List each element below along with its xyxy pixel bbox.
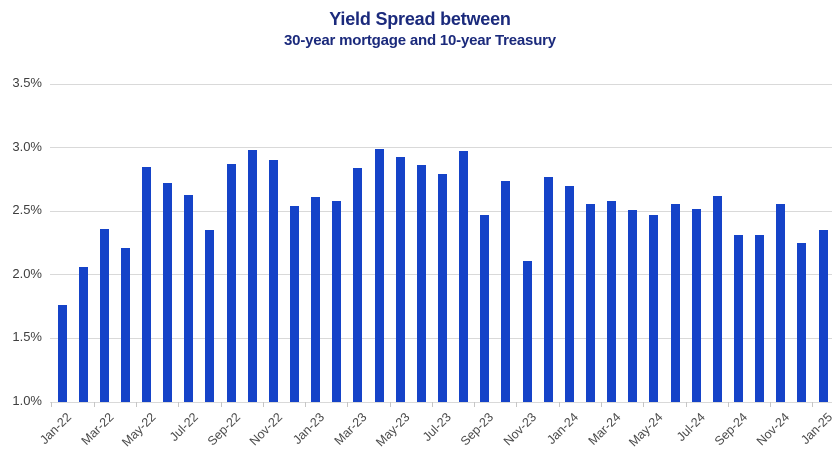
gridline bbox=[50, 83, 832, 85]
y-tick-label: 1.5% bbox=[12, 329, 42, 345]
x-tick-label: Jan-24 bbox=[544, 410, 582, 447]
x-axis-tick bbox=[601, 402, 603, 407]
x-axis-tick bbox=[135, 402, 137, 407]
gridline bbox=[50, 401, 832, 403]
bar bbox=[818, 230, 828, 402]
bar bbox=[332, 201, 342, 402]
bar bbox=[205, 230, 215, 402]
x-axis-tick bbox=[51, 402, 53, 407]
chart-title: Yield Spread between bbox=[329, 9, 511, 29]
x-tick-label: Jul-23 bbox=[420, 410, 455, 444]
x-tick-label: May-24 bbox=[626, 410, 666, 450]
x-axis-tick bbox=[685, 402, 687, 407]
bar bbox=[268, 160, 278, 402]
bar bbox=[57, 305, 67, 402]
y-tick-label: 1.0% bbox=[12, 393, 42, 408]
x-tick-label: Mar-22 bbox=[78, 410, 117, 448]
bar bbox=[649, 215, 659, 402]
x-axis-tick bbox=[727, 402, 729, 407]
x-tick-label: May-22 bbox=[119, 410, 159, 450]
x-axis-tick bbox=[262, 402, 264, 407]
bar bbox=[416, 165, 426, 402]
bar bbox=[733, 235, 743, 402]
x-tick-label: Jul-24 bbox=[674, 410, 709, 444]
plot-area: Jan-22 Mar-22 May-22 Jul-22 Sep-22 Nov-22 Jan-… bbox=[37, 83, 835, 449]
x-tick-label: Jan-23 bbox=[290, 410, 328, 447]
y-tick-label: 2.0% bbox=[12, 265, 42, 281]
bar bbox=[776, 203, 786, 402]
bar bbox=[543, 176, 553, 402]
bar bbox=[142, 166, 152, 402]
x-axis-tick bbox=[812, 402, 814, 407]
bar bbox=[438, 174, 447, 402]
y-tick-label: 3.5% bbox=[12, 75, 42, 90]
chart-subtitle: 30-year mortgage and 10-year Treasury bbox=[284, 31, 556, 49]
x-axis-tick bbox=[643, 402, 645, 407]
bar bbox=[585, 203, 595, 402]
x-tick-label: Mar-24 bbox=[585, 410, 624, 448]
x-tick-label: Mar-23 bbox=[331, 410, 370, 448]
x-axis-tick bbox=[431, 402, 433, 407]
x-axis-tick bbox=[305, 402, 307, 407]
x-axis-tick bbox=[558, 402, 560, 407]
bar bbox=[480, 215, 490, 402]
x-tick-label: Jan-25 bbox=[797, 410, 835, 447]
x-tick-label: May-23 bbox=[372, 410, 413, 450]
bar bbox=[78, 267, 88, 402]
x-tick-label: Sep-22 bbox=[204, 410, 244, 449]
bar bbox=[311, 197, 321, 402]
x-axis-tick bbox=[770, 402, 772, 407]
bar bbox=[247, 150, 257, 402]
x-axis-tick bbox=[93, 402, 95, 407]
x-axis-tick bbox=[178, 402, 180, 407]
bar bbox=[797, 243, 807, 402]
bar bbox=[755, 235, 765, 402]
x-tick-label: Nov-23 bbox=[500, 410, 539, 449]
bar bbox=[226, 164, 236, 402]
bar bbox=[501, 180, 511, 402]
x-tick-label: Sep-24 bbox=[711, 410, 751, 449]
bar bbox=[353, 167, 363, 402]
bar bbox=[691, 208, 701, 402]
bar bbox=[712, 195, 722, 402]
x-axis-tick bbox=[389, 402, 391, 407]
bar bbox=[163, 183, 173, 402]
chart-header: Yield Spread between 30-year mortgage an… bbox=[0, 8, 840, 50]
gridline bbox=[50, 147, 832, 149]
x-tick-label: Nov-22 bbox=[246, 410, 286, 449]
bar bbox=[607, 201, 617, 402]
x-axis-tick bbox=[347, 402, 349, 407]
x-tick-label: Sep-23 bbox=[458, 410, 497, 449]
x-tick-label: Jul-22 bbox=[166, 410, 201, 444]
x-axis-tick bbox=[220, 402, 222, 407]
bar bbox=[395, 156, 405, 402]
x-axis-tick bbox=[474, 402, 476, 407]
bar bbox=[99, 229, 109, 402]
x-tick-label: Nov-24 bbox=[754, 410, 793, 449]
y-tick-label: 2.5% bbox=[12, 202, 42, 218]
bar bbox=[522, 260, 532, 402]
bar bbox=[374, 148, 384, 402]
bar bbox=[290, 206, 300, 402]
bar bbox=[670, 203, 680, 402]
bar bbox=[628, 209, 638, 402]
x-tick-label: Jan-22 bbox=[36, 410, 74, 447]
bar bbox=[184, 194, 194, 402]
x-axis-tick bbox=[516, 402, 518, 407]
bar bbox=[459, 151, 469, 402]
bar bbox=[564, 185, 574, 402]
y-tick-label: 3.0% bbox=[12, 138, 42, 154]
bar bbox=[120, 248, 130, 402]
